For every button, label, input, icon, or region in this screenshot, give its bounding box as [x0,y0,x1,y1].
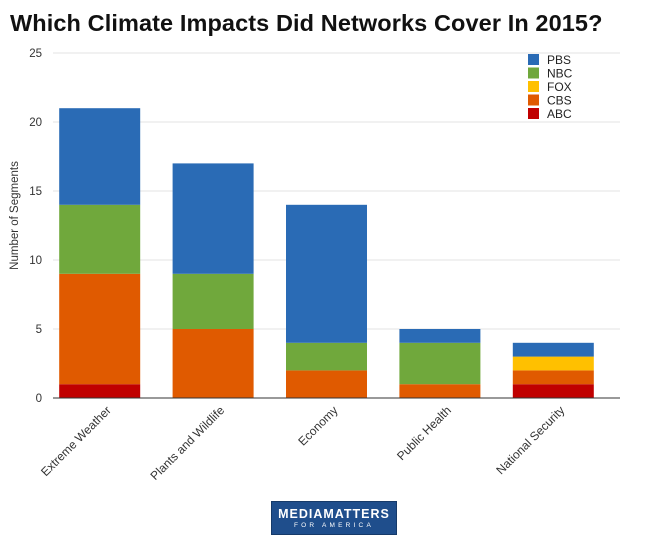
bar-fox [512,356,594,371]
legend-label-cbs: CBS [547,94,572,108]
bar-pbs [512,342,594,357]
y-axis-label: Number of Segments [9,161,21,270]
legend-label-nbc: NBC [547,67,573,81]
legend-swatch-nbc [528,67,539,79]
bar-cbs [59,273,141,385]
logo-line-1: MEDIAMATTERS [278,507,390,521]
y-tick-label: 0 [36,393,42,405]
chart-title: Which Climate Impacts Did Networks Cover… [10,10,603,36]
legend-swatch-abc [528,108,539,119]
legend-label-abc: ABC [547,107,572,121]
bar-nbc [172,273,254,329]
y-tick-label: 25 [29,48,42,60]
bar-nbc [59,204,141,274]
bar-cbs [399,384,481,398]
bar-pbs [59,108,141,205]
x-tick-label: National Security [493,403,567,477]
legend-label-fox: FOX [547,80,572,94]
bar-pbs [399,329,481,343]
media-matters-logo: MEDIAMATTERS FOR AMERICA [271,501,397,535]
bar-pbs [286,204,367,343]
bar-nbc [286,342,367,371]
x-tick-label: Public Health [394,403,454,463]
x-tick-label: Economy [295,403,340,448]
bar-nbc [399,342,481,385]
legend-swatch-cbs [528,94,539,106]
y-tick-label: 20 [29,117,42,129]
legend-swatch-pbs [528,54,539,65]
y-tick-label: 5 [36,324,42,336]
bar-cbs [172,329,254,398]
y-tick-label: 15 [29,186,42,198]
bar-abc [59,384,141,398]
bar-cbs [286,370,367,398]
legend-label-pbs: PBS [547,53,571,67]
bar-pbs [172,163,254,274]
bar-cbs [512,370,594,385]
x-tick-label: Plants and Wildlife [148,403,228,483]
y-tick-label: 10 [29,255,42,267]
x-tick-label: Extreme Weather [38,403,114,479]
logo-line-2: FOR AMERICA [294,522,374,529]
bar-abc [512,384,594,398]
legend-swatch-fox [528,81,539,92]
